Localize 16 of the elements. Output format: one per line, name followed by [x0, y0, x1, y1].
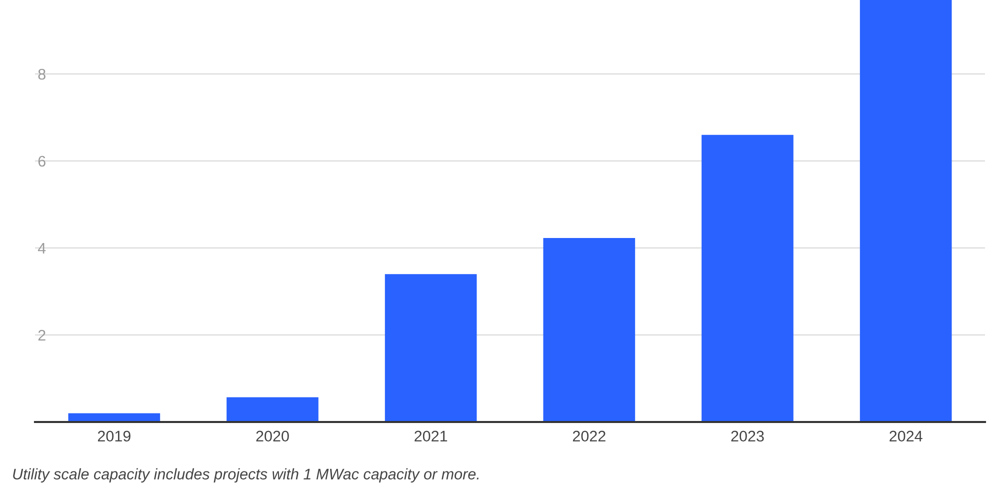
bar	[860, 0, 952, 422]
x-tick-label: 2020	[256, 430, 289, 442]
bar	[384, 274, 477, 422]
y-tick-label: 4	[38, 243, 46, 254]
y-tick-label: 8	[38, 68, 46, 80]
x-tick-label: 2019	[98, 430, 130, 442]
y-tick-label: 2	[38, 330, 46, 341]
bar	[702, 134, 794, 422]
x-tick-label: 2024	[890, 430, 922, 442]
y-tick-label: 6	[38, 156, 46, 167]
x-tick-label: 2023	[731, 430, 764, 442]
bar	[226, 397, 318, 422]
text: Utility scale capacity includes projects with 1 MWac capacity or more.	[13, 468, 479, 482]
bar	[543, 238, 636, 422]
x-tick-label: 2022	[572, 430, 606, 442]
x-tick-label: 2021	[414, 430, 448, 442]
